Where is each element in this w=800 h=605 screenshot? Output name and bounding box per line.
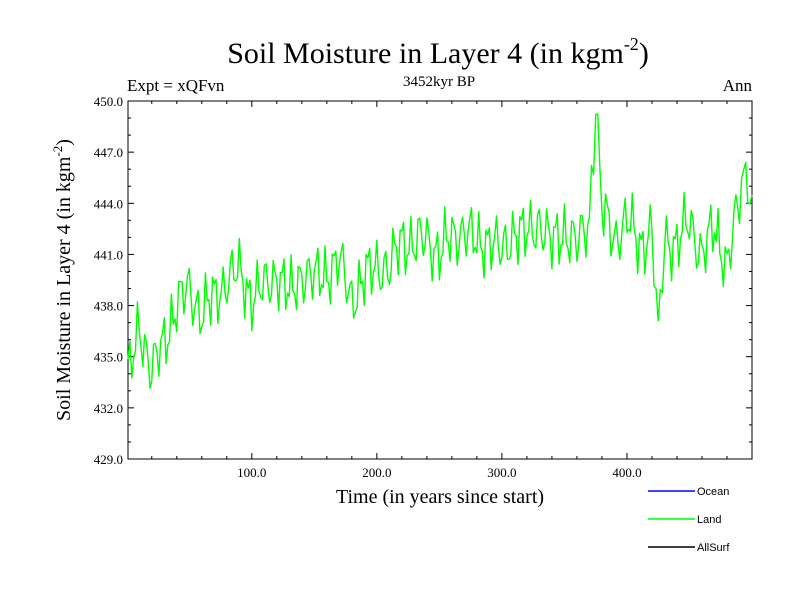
legend-label-ocean: Ocean — [697, 486, 729, 498]
y-tick-label: 435.0 — [94, 350, 123, 365]
plot-frame — [127, 100, 753, 460]
x-axis-label: Time (in years since start) — [336, 486, 544, 508]
y-tick-label: 444.0 — [94, 196, 123, 211]
x-tick-label: 100.0 — [237, 465, 266, 480]
legend: Ocean Land AllSurf — [648, 486, 730, 554]
chart-title: Soil Moisture in Layer 4 (in kgm-2) — [227, 34, 649, 70]
legend-label-allsurf: AllSurf — [697, 542, 730, 554]
plot-layer: 429.0 432.0 435.0 438.0 441.0 444.0 447.0 450.0… — [94, 94, 753, 480]
experiment-label: Expt = xQFvn — [127, 76, 225, 95]
y-tick-label: 447.0 — [94, 145, 123, 160]
legend-label-land: Land — [697, 514, 721, 526]
season-label: Ann — [723, 76, 753, 95]
series-line-land — [127, 113, 753, 389]
y-tick-label: 432.0 — [94, 401, 123, 416]
y-tick-label: 441.0 — [94, 247, 123, 262]
x-tick-label: 400.0 — [612, 465, 641, 480]
y-tick-label: 450.0 — [94, 94, 123, 109]
time-period-label: 3452kyr BP — [403, 74, 475, 90]
y-tick-label: 438.0 — [94, 299, 123, 314]
x-tick-label: 200.0 — [362, 465, 391, 480]
x-tick-label: 300.0 — [487, 465, 516, 480]
y-axis-label: Soil Moisture in Layer 4 (in kgm-2) — [50, 139, 75, 421]
y-tick-label: 429.0 — [94, 452, 123, 467]
